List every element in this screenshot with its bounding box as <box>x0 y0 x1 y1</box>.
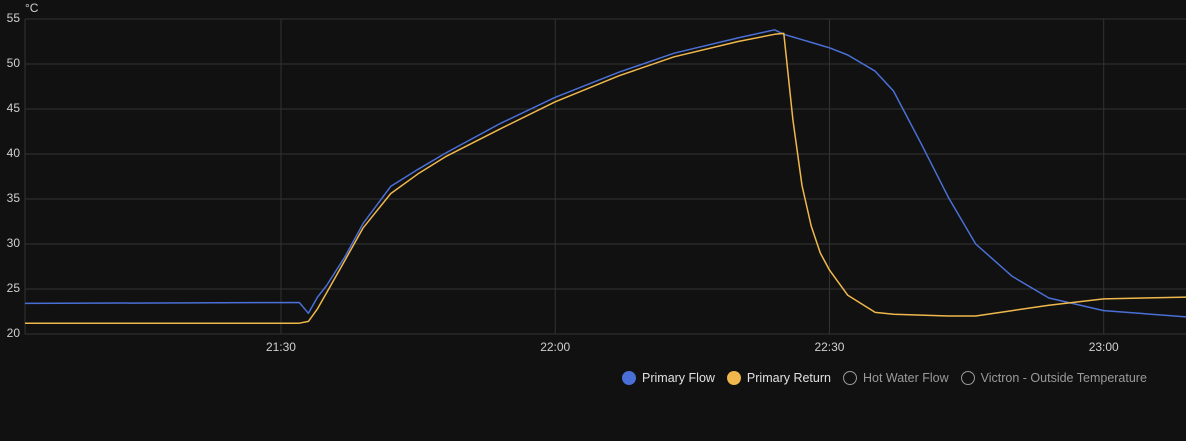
legend-label: Primary Flow <box>642 371 715 385</box>
legend-item[interactable]: Primary Flow <box>622 366 715 390</box>
legend-label: Victron - Outside Temperature <box>980 371 1147 385</box>
x-tick-label: 21:30 <box>266 340 296 354</box>
y-tick-label: 40 <box>7 146 21 160</box>
y-axis-label: °C <box>25 1 39 15</box>
series-line <box>24 29 1186 318</box>
legend-item[interactable]: Victron - Outside Temperature <box>960 366 1147 390</box>
legend-swatch <box>726 371 741 385</box>
y-tick-label: 30 <box>7 236 21 250</box>
legend-swatch <box>622 371 636 385</box>
y-tick-label: 25 <box>7 281 21 295</box>
legend-item[interactable]: Hot Water Flow <box>842 366 949 390</box>
y-tick-label: 50 <box>7 56 21 70</box>
y-tick-label: 35 <box>7 191 21 205</box>
x-tick-label: 23:00 <box>1089 340 1119 354</box>
series-line <box>25 32 1186 324</box>
legend: Primary Flow Primary Return Hot Water Flow… <box>622 366 1147 390</box>
x-tick-label: 22:00 <box>540 340 570 354</box>
legend-label: Primary Return <box>746 371 831 385</box>
y-tick-label: 55 <box>7 11 21 25</box>
y-tick-label: 20 <box>7 326 21 340</box>
y-tick-label: 45 <box>7 101 21 115</box>
legend-swatch <box>960 371 975 385</box>
legend-swatch <box>842 371 857 385</box>
legend-label: Hot Water Flow <box>862 371 949 385</box>
legend-item[interactable]: Primary Return <box>726 366 831 390</box>
x-tick-label: 22:30 <box>814 340 844 354</box>
